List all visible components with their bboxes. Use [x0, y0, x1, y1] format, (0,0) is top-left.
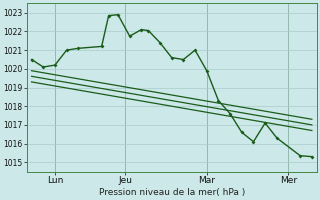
X-axis label: Pression niveau de la mer( hPa ): Pression niveau de la mer( hPa )	[99, 188, 245, 197]
